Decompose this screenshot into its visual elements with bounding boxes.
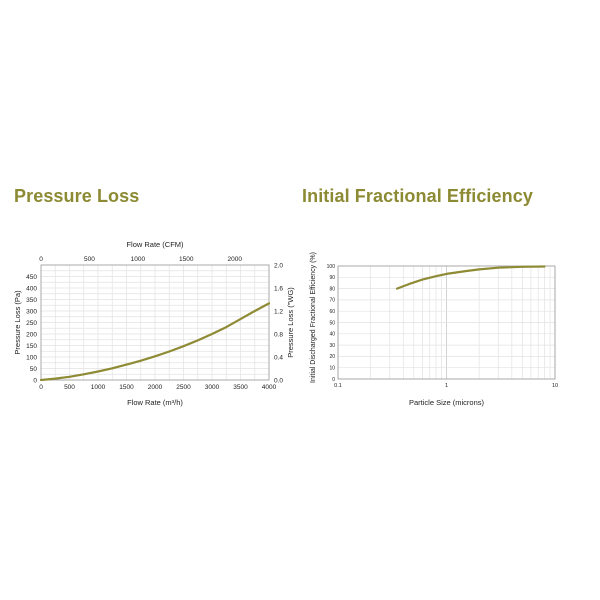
pressure-x-tick: 4000 [262, 384, 277, 391]
pressure-x-tick: 0 [39, 384, 43, 391]
efficiency-y-axis-label: Initial Discharged Fractional Efficiency… [310, 252, 317, 383]
pressure-y-tick: 450 [26, 274, 37, 281]
efficiency-x-axis-label: Particle Size (microns) [409, 398, 485, 407]
pressure-x2-tick: 1000 [131, 256, 146, 263]
pressure-plot-frame [40, 264, 270, 381]
pressure-y-tick: 50 [30, 366, 38, 373]
efficiency-y-tick: 20 [329, 354, 335, 360]
efficiency-y-tick: 70 [329, 298, 335, 304]
pressure-x-tick: 1000 [91, 384, 106, 391]
pressure-x2-tick: 0 [39, 256, 43, 263]
efficiency-y-tick: 30 [329, 343, 335, 349]
pressure-x-tick: 3500 [233, 384, 248, 391]
pressure-y2-tick: 1.2 [274, 308, 283, 315]
efficiency-y-tick: 10 [329, 366, 335, 372]
pressure-x2-tick: 1500 [179, 256, 194, 263]
pressure-y-tick: 400 [26, 285, 37, 292]
pressure-x2-axis-label: Flow Rate (CFM) [126, 240, 184, 249]
efficiency-plot-frame [337, 265, 556, 380]
pressure-x-tick: 1500 [119, 384, 134, 391]
pressure-y-tick: 100 [26, 354, 37, 361]
efficiency-y-tick: 0 [332, 377, 335, 383]
pressure-x2-tick: 2000 [227, 256, 242, 263]
pressure-y2-tick: 0.0 [274, 377, 283, 384]
efficiency-y-tick: 90 [329, 275, 335, 281]
efficiency-x-tick: 10 [552, 383, 558, 389]
pressure-y2-tick: 0.8 [274, 331, 283, 338]
pressure-x-tick: 2500 [176, 384, 191, 391]
pressure-y2-tick: 1.6 [274, 285, 283, 292]
efficiency-x-tick: 0.1 [334, 383, 342, 389]
fractional-efficiency-title: Initial Fractional Efficiency [302, 186, 533, 206]
pressure-x-tick: 500 [64, 384, 75, 391]
pressure-y-tick: 250 [26, 320, 37, 327]
pressure-x-axis-label: Flow Rate (m³/h) [127, 398, 183, 407]
pressure-y-axis-label: Pressure Loss (Pa) [13, 290, 22, 355]
pressure-y-tick: 350 [26, 297, 37, 304]
pressure-y-tick: 0 [33, 377, 37, 384]
efficiency-y-tick: 40 [329, 332, 335, 338]
pressure-x2-tick: 500 [84, 256, 95, 263]
efficiency-curve [395, 265, 546, 290]
pressure-y2-tick: 0.4 [274, 354, 283, 361]
pressure-y-tick: 200 [26, 331, 37, 338]
pressure-y-tick: 300 [26, 308, 37, 315]
pressure-y2-axis-label: Pressure Loss ("WG) [286, 287, 295, 358]
efficiency-y-tick: 50 [329, 320, 335, 326]
efficiency-y-tick: 80 [329, 286, 335, 292]
pressure-loss-curve [39, 302, 271, 382]
efficiency-grid [337, 265, 556, 380]
efficiency-y-tick: 100 [327, 264, 336, 270]
pressure-x-tick: 2000 [148, 384, 163, 391]
efficiency-x-tick: 1 [445, 383, 448, 389]
efficiency-y-tick: 60 [329, 309, 335, 315]
pressure-y-tick: 150 [26, 343, 37, 350]
pressure-loss-title: Pressure Loss [14, 186, 140, 206]
pressure-y2-tick: 2.0 [274, 262, 283, 269]
pressure-x-tick: 3000 [205, 384, 220, 391]
